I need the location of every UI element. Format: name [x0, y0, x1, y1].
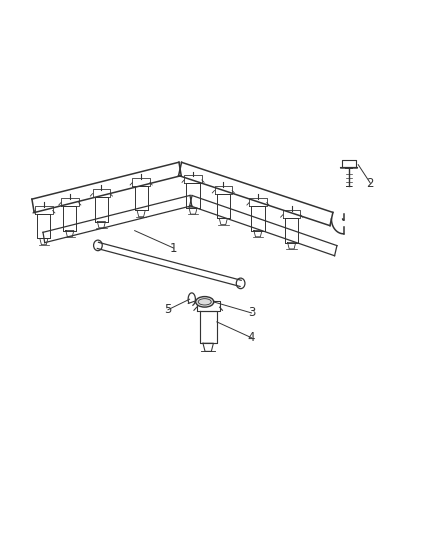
- Text: 5: 5: [164, 303, 172, 316]
- Ellipse shape: [196, 296, 214, 307]
- Text: 1: 1: [170, 241, 177, 255]
- Text: 3: 3: [248, 306, 255, 319]
- Text: 2: 2: [367, 176, 374, 190]
- Text: 4: 4: [247, 331, 255, 344]
